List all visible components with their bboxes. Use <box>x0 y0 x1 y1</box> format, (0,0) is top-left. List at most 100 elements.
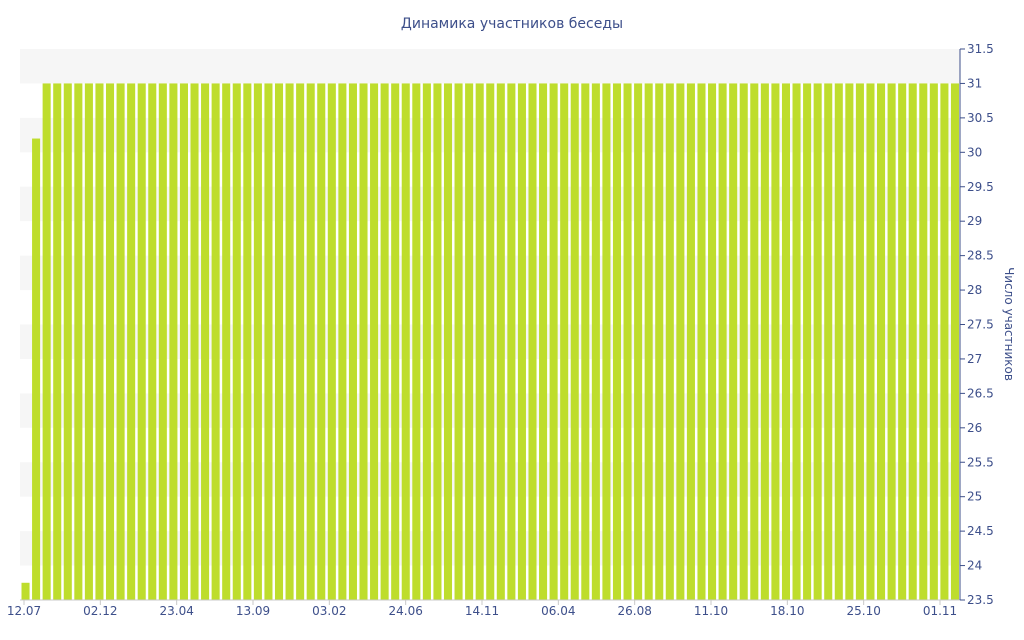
bar[interactable] <box>760 83 769 600</box>
bar[interactable] <box>845 83 854 600</box>
bar[interactable] <box>591 83 600 600</box>
bar[interactable] <box>750 83 759 600</box>
bar[interactable] <box>274 83 284 600</box>
bar[interactable] <box>454 83 463 600</box>
bar[interactable] <box>824 83 833 600</box>
bar[interactable] <box>32 138 41 601</box>
bar[interactable] <box>412 83 421 600</box>
bar[interactable] <box>127 83 136 600</box>
bar[interactable] <box>391 83 400 600</box>
bar[interactable] <box>306 83 315 600</box>
bar[interactable] <box>222 83 231 600</box>
x-tick-label: 14.11 <box>465 604 499 618</box>
bar[interactable] <box>855 83 864 600</box>
bar[interactable] <box>327 83 336 600</box>
bar[interactable] <box>95 83 104 600</box>
bar[interactable] <box>232 83 241 600</box>
bar[interactable] <box>950 83 959 600</box>
y-tick-label: 26 <box>967 421 982 435</box>
bar[interactable] <box>433 83 442 600</box>
bar[interactable] <box>211 83 220 600</box>
bar[interactable] <box>929 83 938 600</box>
bar[interactable] <box>401 83 410 600</box>
bar[interactable] <box>866 83 875 600</box>
bar[interactable] <box>201 83 210 600</box>
bar[interactable] <box>803 83 812 600</box>
bar[interactable] <box>665 83 674 600</box>
bar[interactable] <box>908 83 917 600</box>
bar[interactable] <box>380 83 389 600</box>
bar[interactable] <box>718 83 727 600</box>
bar[interactable] <box>179 83 188 600</box>
bar[interactable] <box>739 83 748 600</box>
x-tick-label: 18.10 <box>770 604 804 618</box>
bar[interactable] <box>253 83 262 600</box>
bar[interactable] <box>729 83 738 600</box>
bar[interactable] <box>317 83 326 600</box>
bar[interactable] <box>443 83 453 600</box>
bar[interactable] <box>348 83 357 600</box>
bar[interactable] <box>116 83 125 600</box>
bar[interactable] <box>697 83 706 600</box>
bar[interactable] <box>560 83 569 600</box>
bar[interactable] <box>676 83 685 600</box>
bar[interactable] <box>919 83 928 600</box>
bar[interactable] <box>549 83 558 600</box>
bar[interactable] <box>264 83 273 600</box>
bar[interactable] <box>686 83 695 600</box>
bar[interactable] <box>475 83 484 600</box>
bar[interactable] <box>528 83 537 600</box>
bar[interactable] <box>813 83 822 600</box>
bar[interactable] <box>296 83 305 600</box>
bar[interactable] <box>486 83 495 600</box>
bar[interactable] <box>634 83 643 600</box>
bar[interactable] <box>644 83 653 600</box>
bar[interactable] <box>158 83 167 600</box>
plot-band <box>20 49 960 84</box>
bar[interactable] <box>792 83 801 600</box>
bar[interactable] <box>243 83 252 600</box>
y-tick-label: 27.5 <box>967 318 994 332</box>
bar[interactable] <box>169 83 178 600</box>
bar[interactable] <box>517 83 526 600</box>
bar[interactable] <box>602 83 611 600</box>
bar[interactable] <box>465 83 474 600</box>
bar[interactable] <box>877 83 886 600</box>
bar[interactable] <box>190 83 199 600</box>
bar[interactable] <box>148 83 157 600</box>
bar[interactable] <box>105 83 115 600</box>
bar[interactable] <box>74 83 83 600</box>
bar[interactable] <box>612 83 622 600</box>
bar[interactable] <box>771 83 780 600</box>
bar[interactable] <box>570 83 579 600</box>
bar[interactable] <box>655 83 664 600</box>
y-axis-title: Число участников <box>1002 267 1016 381</box>
bar[interactable] <box>539 83 548 600</box>
x-tick-label: 02.12 <box>83 604 117 618</box>
bar[interactable] <box>84 83 93 600</box>
bar[interactable] <box>21 582 30 600</box>
bar[interactable] <box>507 83 516 600</box>
y-tick-label: 28 <box>967 283 982 297</box>
bar[interactable] <box>940 83 949 600</box>
bar[interactable] <box>887 83 896 600</box>
bar[interactable] <box>708 83 717 600</box>
bar[interactable] <box>581 83 590 600</box>
bar[interactable] <box>422 83 431 600</box>
bar[interactable] <box>898 83 907 600</box>
bar[interactable] <box>370 83 379 600</box>
bar[interactable] <box>834 83 843 600</box>
y-tick-label: 31.5 <box>967 42 994 56</box>
bar[interactable] <box>359 83 368 600</box>
bar[interactable] <box>623 83 632 600</box>
bar[interactable] <box>496 83 505 600</box>
bar[interactable] <box>338 83 347 600</box>
bar[interactable] <box>137 83 146 600</box>
bar[interactable] <box>285 83 294 600</box>
bar[interactable] <box>53 83 62 600</box>
bar[interactable] <box>63 83 72 600</box>
bar[interactable] <box>781 83 791 600</box>
bar[interactable] <box>42 83 51 600</box>
y-tick-label: 29 <box>967 214 982 228</box>
y-tick-label: 30 <box>967 145 982 159</box>
